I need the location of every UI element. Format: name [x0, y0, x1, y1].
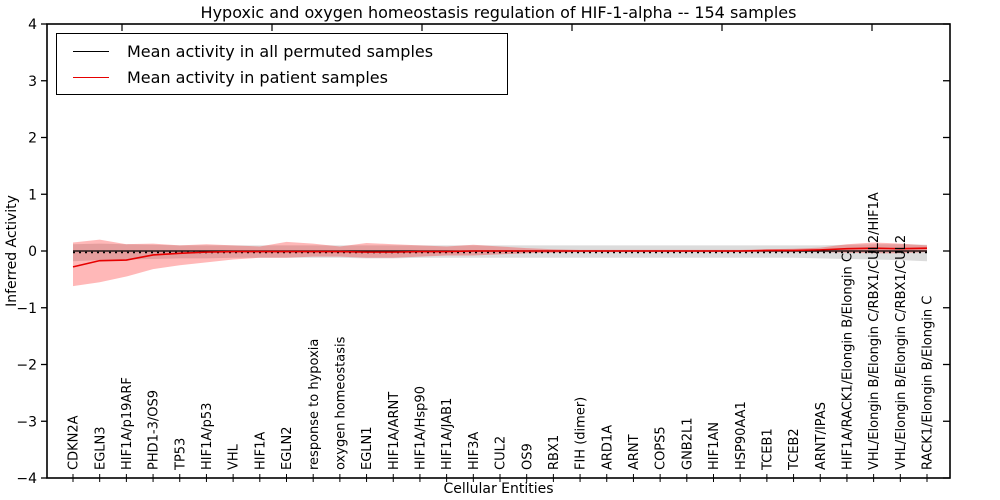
- y-tick-label: 2: [28, 131, 37, 147]
- y-tick-label: 1: [28, 187, 37, 203]
- y-tick-label: −2: [16, 358, 37, 374]
- x-category-label: CDKN2A: [67, 415, 82, 470]
- line-patient-mean: [72, 247, 928, 268]
- legend-label-permuted: Mean activity in all permuted samples: [127, 41, 434, 61]
- legend: Mean activity in all permuted samples Me…: [56, 33, 508, 95]
- x-category-label: FIH (dimer): [574, 397, 589, 470]
- x-category-label: oxygen homeostasis: [333, 336, 348, 470]
- x-category-label: EGLN2: [280, 426, 295, 470]
- x-axis-label: Cellular Entities: [443, 481, 554, 497]
- x-category-label: HIF1A/Hsp90: [413, 386, 428, 470]
- y-tick-label: 3: [28, 74, 37, 90]
- x-category-label: HSP90AA1: [734, 401, 749, 470]
- x-category-label: VHL: [227, 443, 242, 470]
- x-category-label: HIF1A/p53: [200, 403, 215, 470]
- legend-label-patient: Mean activity in patient samples: [127, 67, 388, 87]
- x-category-label: HIF1A/RACK1/Elongin B/Elongin C: [840, 253, 855, 470]
- x-category-label: HIF1A/ARNT: [387, 392, 402, 470]
- x-category-label: VHL/Elongin B/Elongin C/RBX1/CUL2: [894, 235, 909, 470]
- x-category-label: TCEB1: [760, 428, 775, 471]
- x-category-label: ARNT/IPAS: [814, 402, 829, 470]
- y-tick-label: −3: [16, 414, 37, 430]
- x-category-label: ARNT: [627, 434, 642, 470]
- y-tick-label: 0: [28, 244, 37, 260]
- x-category-label: TCEB2: [787, 428, 802, 471]
- x-category-label: CUL2: [494, 436, 509, 470]
- x-category-label: HIF1A: [253, 432, 268, 470]
- x-category-label: COPS5: [654, 426, 669, 470]
- x-category-label: HIF1A/p19ARF: [120, 377, 135, 470]
- x-category-label: RACK1/Elongin B/Elongin C: [921, 296, 936, 470]
- y-tick-label: −4: [16, 471, 37, 487]
- y-axis-label: Inferred Activity: [4, 195, 20, 307]
- y-tick-label: 4: [28, 17, 37, 33]
- x-category-label: ARD1A: [600, 425, 615, 470]
- patient-line-swatch: [73, 76, 109, 78]
- x-category-label: OS9: [520, 443, 535, 470]
- x-category-label: PHD1-3/OS9: [147, 390, 162, 470]
- x-category-label: EGLN1: [360, 426, 375, 470]
- x-category-label: response to hypoxia: [307, 339, 322, 470]
- x-category-label: EGLN3: [93, 426, 108, 470]
- permuted-line-swatch: [73, 50, 109, 52]
- y-tick-label: −1: [16, 301, 37, 317]
- legend-item-permuted: Mean activity in all permuted samples: [57, 42, 507, 61]
- chart-title: Hypoxic and oxygen homeostasis regulatio…: [200, 3, 797, 22]
- x-category-label: RBX1: [547, 435, 562, 470]
- x-category-label: GNB2L1: [680, 417, 695, 470]
- x-category-label: HIF1AN: [707, 422, 722, 470]
- x-category-label: HIF1A/JAB1: [440, 398, 455, 470]
- x-category-label: HIF3A: [467, 432, 482, 470]
- x-category-label: VHL/Elongin B/Elongin C/RBX1/CUL2/HIF1A: [867, 192, 882, 470]
- legend-item-patient: Mean activity in patient samples: [57, 68, 507, 87]
- x-category-label: TP53: [173, 438, 188, 471]
